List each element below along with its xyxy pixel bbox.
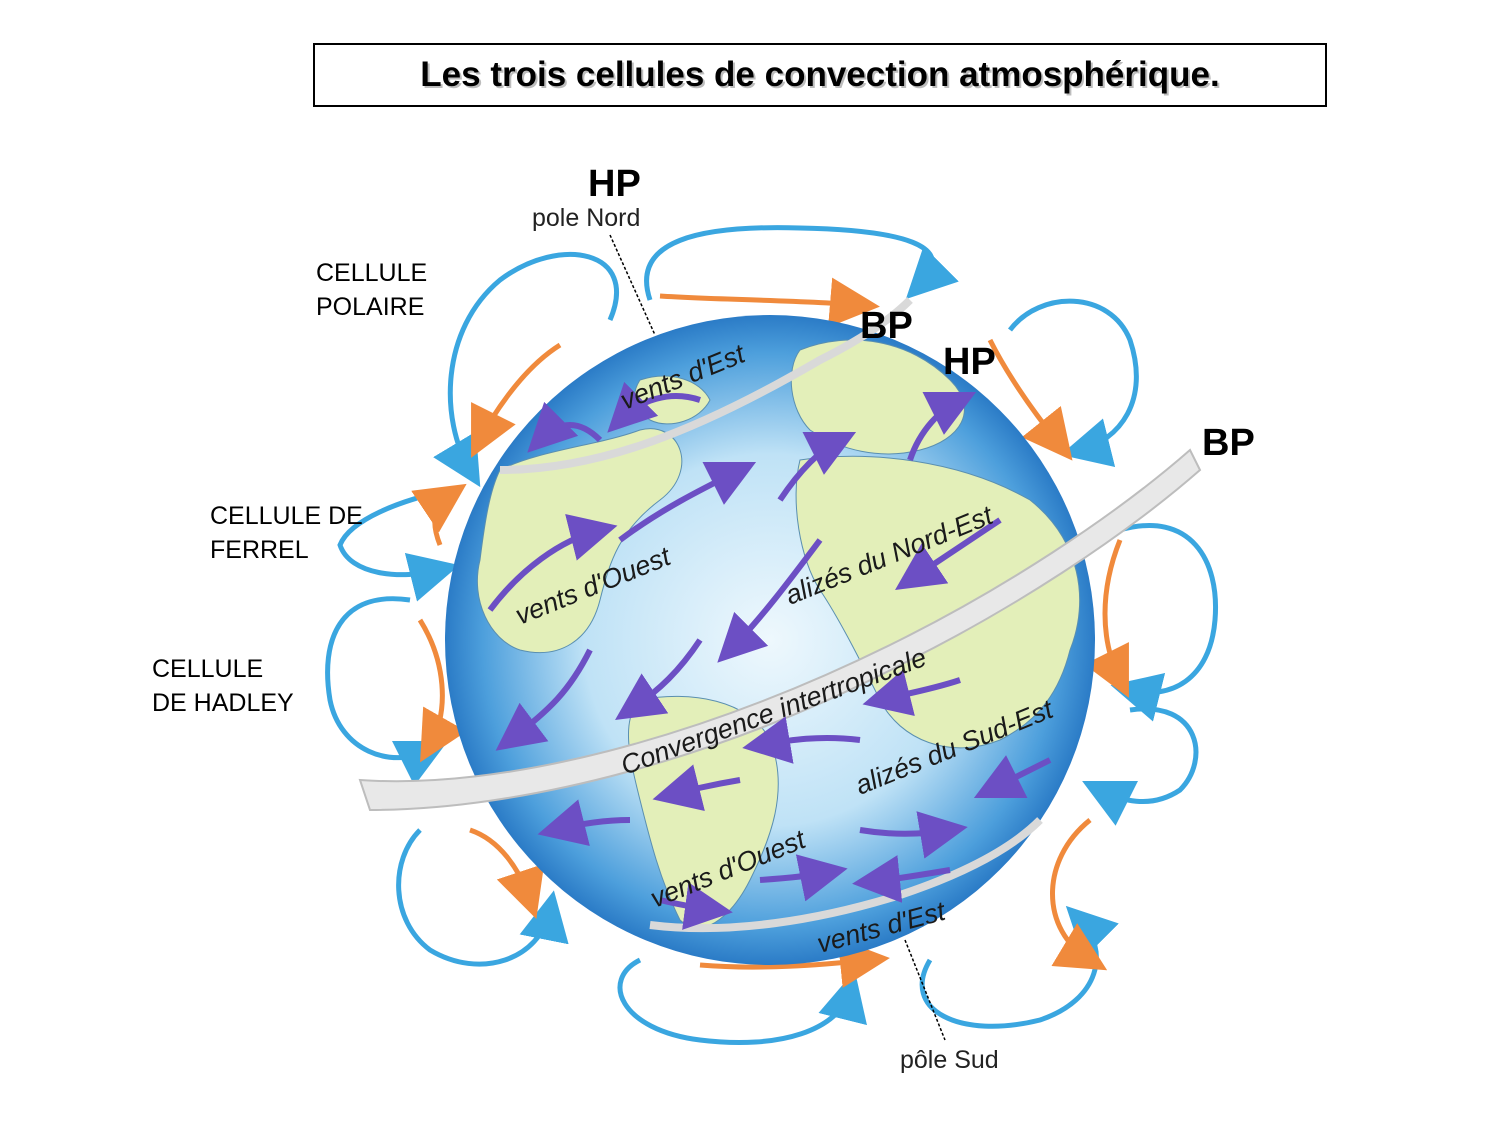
wind-arrow xyxy=(907,391,977,461)
cell-loop-bottom-left xyxy=(617,957,867,1045)
continent-africa xyxy=(795,455,1081,749)
label-pole-sud: pôle Sud xyxy=(900,1046,999,1074)
diagram-title: Les trois cellules de convection atmosph… xyxy=(420,55,1220,94)
label-hp-north: HP xyxy=(588,163,641,205)
cell-loop-ferrel-left-orange xyxy=(411,483,467,546)
label-pole-nord: pole Nord xyxy=(532,204,641,232)
wind-arrow xyxy=(777,431,857,502)
wind-arrow xyxy=(717,538,823,663)
wind-arrow xyxy=(859,811,968,859)
cell-loop-right-top-orange xyxy=(987,338,1073,461)
label-bp-right: BP xyxy=(1202,422,1255,464)
label-bp-north: BP xyxy=(860,305,913,347)
wind-arrow xyxy=(618,461,757,543)
cell-loop-hadley-left-orange xyxy=(417,618,467,763)
convection-cells xyxy=(325,225,1219,1045)
label-hp-mid: HP xyxy=(943,341,996,383)
axis-line-south xyxy=(904,939,946,1041)
wind-arrow xyxy=(607,381,701,433)
axis-line-north xyxy=(609,234,656,336)
cell-loop-right-south xyxy=(1050,818,1108,971)
cell-loop-top-lower xyxy=(659,277,880,328)
cell-loop-hadley-left xyxy=(325,596,448,786)
wind-arrow xyxy=(973,755,1052,799)
cell-loop-ferrel-left xyxy=(337,487,460,602)
wind-arrow xyxy=(495,648,593,751)
label-cellule-ferrel: CELLULE DE FERREL xyxy=(210,502,363,564)
wind-arrow xyxy=(759,854,848,902)
wind-arrow xyxy=(895,517,1002,590)
cell-loop-right-top xyxy=(1008,298,1139,467)
cell-loop-right-mid-orange xyxy=(1084,539,1129,698)
cell-loop-bottom-orange xyxy=(699,938,890,988)
label-cellule-polaire: CELLULE POLAIRE xyxy=(316,259,428,321)
polar-front-north xyxy=(499,297,913,474)
wind-arrow xyxy=(652,764,741,812)
cell-loop-polar-left-inner xyxy=(471,342,562,458)
cell-loop-top xyxy=(644,225,959,301)
cell-loop-south-left-1-orange xyxy=(469,827,545,919)
cell-loop-south-left-1 xyxy=(396,828,569,967)
wind-arrow xyxy=(537,799,631,847)
cell-loop-right-low xyxy=(1082,706,1199,826)
wind-arrows xyxy=(487,381,1052,930)
wind-arrow xyxy=(659,882,733,930)
wind-arrow xyxy=(615,638,703,720)
wind-arrow xyxy=(527,401,603,453)
cell-loop-bottom-right xyxy=(919,905,1119,1029)
globe: vents d'Est vents d'Ouest alizés du Nord… xyxy=(358,297,1202,965)
cell-loop-polar-left xyxy=(433,251,619,488)
itcz-cloud-band xyxy=(358,448,1202,812)
wind-arrow xyxy=(862,669,961,717)
label-cellule-hadley: CELLULE DE HADLEY xyxy=(152,655,294,717)
title-box: Les trois cellules de convection atmosph… xyxy=(313,43,1327,107)
wind-arrow xyxy=(852,855,951,903)
wind-arrow xyxy=(487,514,618,612)
continent-europe xyxy=(790,339,965,455)
wind-arrow xyxy=(742,716,861,764)
cell-loop-right-mid xyxy=(1110,523,1219,722)
